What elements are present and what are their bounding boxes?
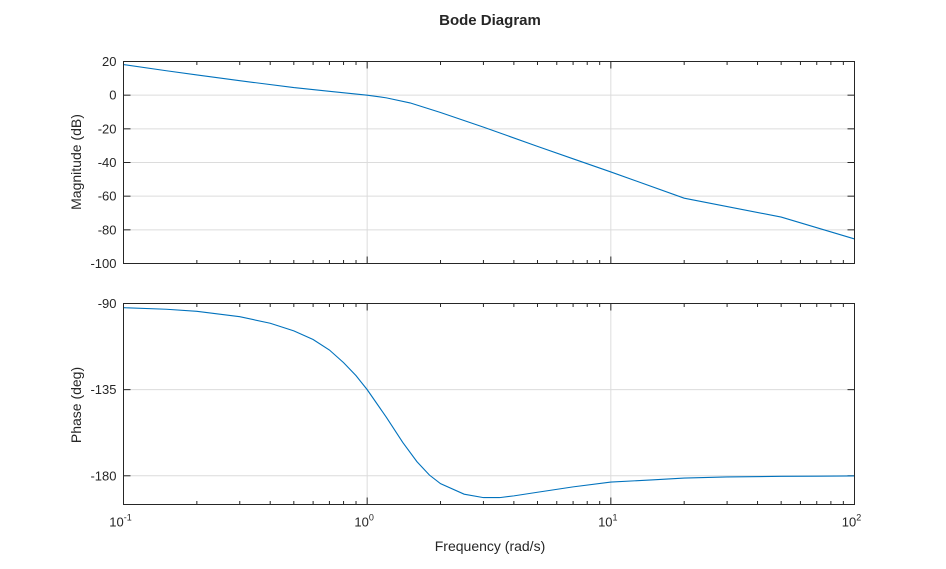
x-tick-label: 101 (598, 513, 617, 530)
x-tick-label: 10-1 (109, 513, 131, 530)
x-tick-labels: 10-1 100 101 102 (109, 513, 861, 530)
xlabel: Frequency (rad/s) (435, 538, 545, 554)
magnitude-ticks (123, 61, 855, 264)
y-tick-label: -100 (90, 256, 116, 271)
magnitude-axes-frame (123, 61, 855, 264)
y-tick-label: 0 (109, 88, 116, 103)
magnitude-ylabel: Magnitude (dB) (68, 114, 84, 210)
phase-y-tick-labels: -90 -135 -180 (90, 296, 116, 483)
phase-plot: -90 -135 -180 10-1 100 101 102 Phase (deg) Fr… (68, 296, 861, 554)
magnitude-plot: 20 0 -20 -40 -60 -80 -100 Magnitude (dB) (68, 54, 855, 271)
phase-ticks (123, 303, 855, 505)
x-tick-label: 102 (842, 513, 861, 530)
phase-grid (123, 303, 855, 505)
chart-title: Bode Diagram (439, 12, 541, 29)
y-tick-label: -80 (98, 222, 117, 237)
y-tick-label: -180 (90, 468, 116, 483)
y-tick-label: -135 (90, 382, 116, 397)
y-tick-label: 20 (102, 54, 116, 69)
magnitude-grid (123, 61, 855, 264)
phase-axes-frame (123, 303, 855, 505)
phase-series-line (123, 307, 855, 499)
x-tick-label: 100 (354, 513, 373, 530)
y-tick-label: -40 (98, 155, 117, 170)
magnitude-series-line (123, 63, 855, 240)
phase-ylabel: Phase (deg) (68, 367, 84, 443)
magnitude-y-tick-labels: 20 0 -20 -40 -60 -80 -100 (90, 54, 116, 271)
y-tick-label: -20 (98, 121, 117, 136)
y-tick-label: -90 (98, 296, 117, 311)
y-tick-label: -60 (98, 189, 117, 204)
